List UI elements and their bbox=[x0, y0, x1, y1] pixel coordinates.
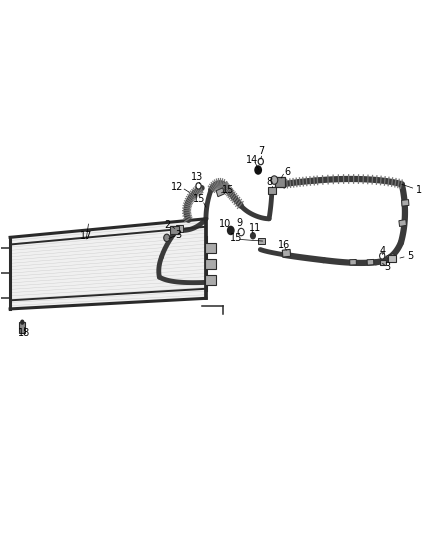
Text: 3: 3 bbox=[385, 262, 391, 271]
Circle shape bbox=[20, 319, 25, 325]
Text: 9: 9 bbox=[237, 218, 243, 228]
Text: 15: 15 bbox=[223, 184, 235, 195]
Text: 10: 10 bbox=[219, 219, 231, 229]
Text: 14: 14 bbox=[246, 156, 258, 165]
Circle shape bbox=[271, 176, 278, 184]
Text: 16: 16 bbox=[278, 240, 290, 251]
Bar bbox=[205, 275, 216, 285]
Polygon shape bbox=[10, 219, 206, 309]
Bar bbox=[380, 260, 386, 265]
Text: 8: 8 bbox=[267, 176, 273, 187]
Text: 5: 5 bbox=[407, 251, 413, 261]
Text: 4: 4 bbox=[379, 246, 385, 256]
Circle shape bbox=[254, 165, 262, 175]
Text: 7: 7 bbox=[258, 146, 265, 156]
Circle shape bbox=[258, 158, 263, 165]
Bar bbox=[216, 188, 224, 197]
Text: 15: 15 bbox=[230, 233, 243, 243]
Text: 6: 6 bbox=[285, 167, 291, 177]
Text: 3: 3 bbox=[175, 230, 181, 240]
Bar bbox=[387, 254, 395, 261]
Text: 1: 1 bbox=[416, 184, 422, 195]
Bar bbox=[399, 220, 406, 227]
Circle shape bbox=[380, 253, 385, 259]
Text: 17: 17 bbox=[80, 231, 92, 241]
Bar bbox=[205, 243, 216, 253]
Circle shape bbox=[164, 234, 170, 241]
Bar bbox=[205, 259, 216, 269]
Bar bbox=[367, 260, 374, 265]
Text: 11: 11 bbox=[248, 223, 261, 233]
Bar bbox=[283, 249, 290, 257]
Bar bbox=[402, 199, 409, 206]
Circle shape bbox=[227, 225, 235, 235]
Bar bbox=[350, 260, 357, 265]
Text: 2: 2 bbox=[165, 220, 171, 230]
Circle shape bbox=[238, 228, 244, 236]
Circle shape bbox=[250, 232, 256, 239]
Text: 12: 12 bbox=[170, 182, 183, 192]
Text: 18: 18 bbox=[18, 328, 30, 338]
Bar bbox=[258, 238, 265, 244]
Text: 13: 13 bbox=[191, 172, 203, 182]
Bar bbox=[268, 187, 276, 195]
Text: 15: 15 bbox=[193, 193, 205, 204]
Bar bbox=[177, 225, 184, 231]
Bar bbox=[170, 227, 179, 235]
Bar bbox=[275, 177, 285, 187]
Bar bbox=[389, 255, 396, 262]
Bar bbox=[19, 322, 25, 333]
Circle shape bbox=[196, 183, 201, 189]
